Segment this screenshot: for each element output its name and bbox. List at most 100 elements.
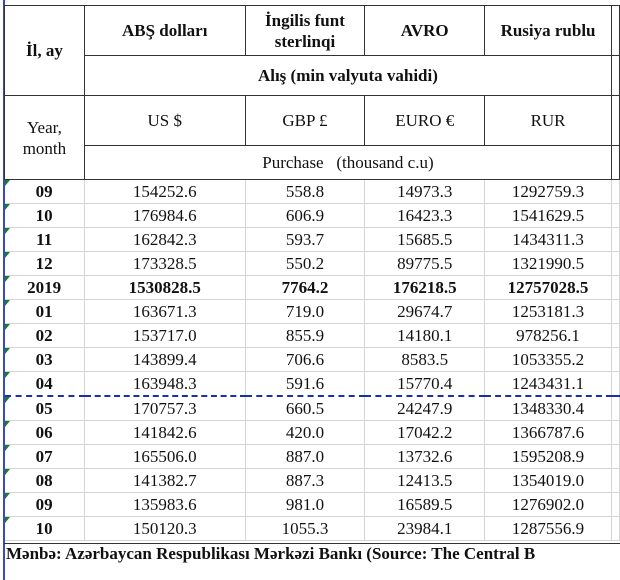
table-row: 09 135983.6 981.0 16589.5 1276902.0 [4, 492, 620, 517]
rur-en-header: RUR [484, 95, 612, 146]
gbp-cell[interactable]: 1055.3 [244, 516, 366, 541]
period-cell[interactable]: 05 [4, 395, 85, 421]
gbp-cell[interactable]: 606.9 [244, 203, 366, 228]
table-row: 05 170757.3 660.5 24247.9 1348330.4 [4, 395, 620, 421]
rur-cell[interactable]: 978256.1 [484, 323, 612, 348]
eur-cell[interactable]: 12413.5 [364, 468, 486, 493]
gbp-en-header: GBP £ [244, 95, 366, 146]
period-cell[interactable]: 11 [4, 227, 85, 252]
gbp-cell[interactable]: 719.0 [244, 299, 366, 324]
usd-cell[interactable]: 143899.4 [83, 347, 246, 372]
usd-cell[interactable]: 150120.3 [83, 516, 246, 541]
gbp-cell[interactable]: 981.0 [244, 492, 366, 517]
rur-cell[interactable]: 1253181.3 [484, 299, 612, 324]
eur-cell[interactable]: 89775.5 [364, 251, 486, 276]
table-row: 01 163671.3 719.0 29674.7 1253181.3 [4, 299, 620, 324]
eur-cell[interactable]: 15770.4 [364, 371, 486, 397]
usd-cell[interactable]: 163671.3 [83, 299, 246, 324]
usd-az-header: ABŞ dolları [83, 5, 246, 56]
eur-cell[interactable]: 13732.6 [364, 444, 486, 469]
extra-col [610, 395, 620, 421]
table-row: 10 150120.3 1055.3 23984.1 1287556.9 [4, 516, 620, 541]
table-row: 07 165506.0 887.0 13732.6 1595208.9 [4, 444, 620, 469]
extra-col [610, 145, 620, 180]
period-cell[interactable]: 07 [4, 444, 85, 469]
usd-cell[interactable]: 170757.3 [83, 395, 246, 421]
document-body: İl, ay ABŞ dolları İngilis funt sterlinq… [4, 5, 620, 564]
rur-cell[interactable]: 1292759.3 [484, 179, 612, 204]
period-cell[interactable]: 02 [4, 323, 85, 348]
period-cell[interactable]: 09 [4, 179, 85, 204]
usd-cell[interactable]: 135983.6 [83, 492, 246, 517]
rur-cell[interactable]: 1541629.5 [484, 203, 612, 228]
table-row: 11 162842.3 593.7 15685.5 1434311.3 [4, 227, 620, 252]
usd-cell[interactable]: 1530828.5 [83, 275, 246, 300]
unit-en-header: Purchase (thousand c.u) [83, 145, 612, 180]
usd-cell[interactable]: 173328.5 [83, 251, 246, 276]
rur-cell[interactable]: 1595208.9 [484, 444, 612, 469]
extra-col [610, 492, 620, 517]
gbp-cell[interactable]: 591.6 [244, 371, 366, 397]
eur-cell[interactable]: 14973.3 [364, 179, 486, 204]
eur-cell[interactable]: 14180.1 [364, 323, 486, 348]
rur-cell[interactable]: 1287556.9 [484, 516, 612, 541]
year-month-en-header: Year, month [4, 95, 85, 180]
period-cell[interactable]: 10 [4, 516, 85, 541]
eur-cell[interactable]: 29674.7 [364, 299, 486, 324]
eur-cell[interactable]: 17042.2 [364, 420, 486, 445]
rur-cell[interactable]: 1348330.4 [484, 395, 612, 421]
gbp-cell[interactable]: 855.9 [244, 323, 366, 348]
gbp-cell[interactable]: 7764.2 [244, 275, 366, 300]
gbp-cell[interactable]: 887.0 [244, 444, 366, 469]
gbp-cell[interactable]: 420.0 [244, 420, 366, 445]
period-cell[interactable]: 04 [4, 371, 85, 397]
extra-col [610, 347, 620, 372]
rur-az-header: Rusiya rublu [484, 5, 612, 56]
gbp-cell[interactable]: 887.3 [244, 468, 366, 493]
gbp-cell[interactable]: 706.6 [244, 347, 366, 372]
usd-cell[interactable]: 141382.7 [83, 468, 246, 493]
usd-cell[interactable]: 165506.0 [83, 444, 246, 469]
rur-cell[interactable]: 1366787.6 [484, 420, 612, 445]
gbp-cell[interactable]: 550.2 [244, 251, 366, 276]
eur-cell[interactable]: 23984.1 [364, 516, 486, 541]
period-cell[interactable]: 03 [4, 347, 85, 372]
rur-cell[interactable]: 1243431.1 [484, 371, 612, 397]
table-row: 02 153717.0 855.9 14180.1 978256.1 [4, 323, 620, 348]
eur-cell[interactable]: 8583.5 [364, 347, 486, 372]
rur-cell[interactable]: 1053355.2 [484, 347, 612, 372]
rur-cell[interactable]: 1321990.5 [484, 251, 612, 276]
gbp-cell[interactable]: 660.5 [244, 395, 366, 421]
period-cell[interactable]: 12 [4, 251, 85, 276]
period-cell[interactable]: 08 [4, 468, 85, 493]
eur-en-header: EURO € [364, 95, 486, 146]
rur-cell[interactable]: 12757028.5 [484, 275, 612, 300]
rur-cell[interactable]: 1276902.0 [484, 492, 612, 517]
usd-cell[interactable]: 176984.6 [83, 203, 246, 228]
extra-col [610, 468, 620, 493]
gbp-cell[interactable]: 593.7 [244, 227, 366, 252]
usd-cell[interactable]: 154252.6 [83, 179, 246, 204]
period-cell[interactable]: 10 [4, 203, 85, 228]
extra-col [610, 179, 620, 204]
usd-cell[interactable]: 141842.6 [83, 420, 246, 445]
usd-cell[interactable]: 153717.0 [83, 323, 246, 348]
usd-cell[interactable]: 162842.3 [83, 227, 246, 252]
gbp-cell[interactable]: 558.8 [244, 179, 366, 204]
eur-cell[interactable]: 24247.9 [364, 395, 486, 421]
eur-cell[interactable]: 15685.5 [364, 227, 486, 252]
extra-col [610, 371, 620, 397]
rur-cell[interactable]: 1354019.0 [484, 468, 612, 493]
eur-cell[interactable]: 16589.5 [364, 492, 486, 517]
period-cell[interactable]: 09 [4, 492, 85, 517]
table-row: 09 154252.6 558.8 14973.3 1292759.3 [4, 179, 620, 204]
table-row: 03 143899.4 706.6 8583.5 1053355.2 [4, 347, 620, 372]
period-cell[interactable]: 01 [4, 299, 85, 324]
eur-cell[interactable]: 176218.5 [364, 275, 486, 300]
extra-col [610, 203, 620, 228]
period-cell[interactable]: 06 [4, 420, 85, 445]
usd-cell[interactable]: 163948.3 [83, 371, 246, 397]
rur-cell[interactable]: 1434311.3 [484, 227, 612, 252]
eur-cell[interactable]: 16423.3 [364, 203, 486, 228]
period-cell[interactable]: 2019 [4, 275, 85, 300]
